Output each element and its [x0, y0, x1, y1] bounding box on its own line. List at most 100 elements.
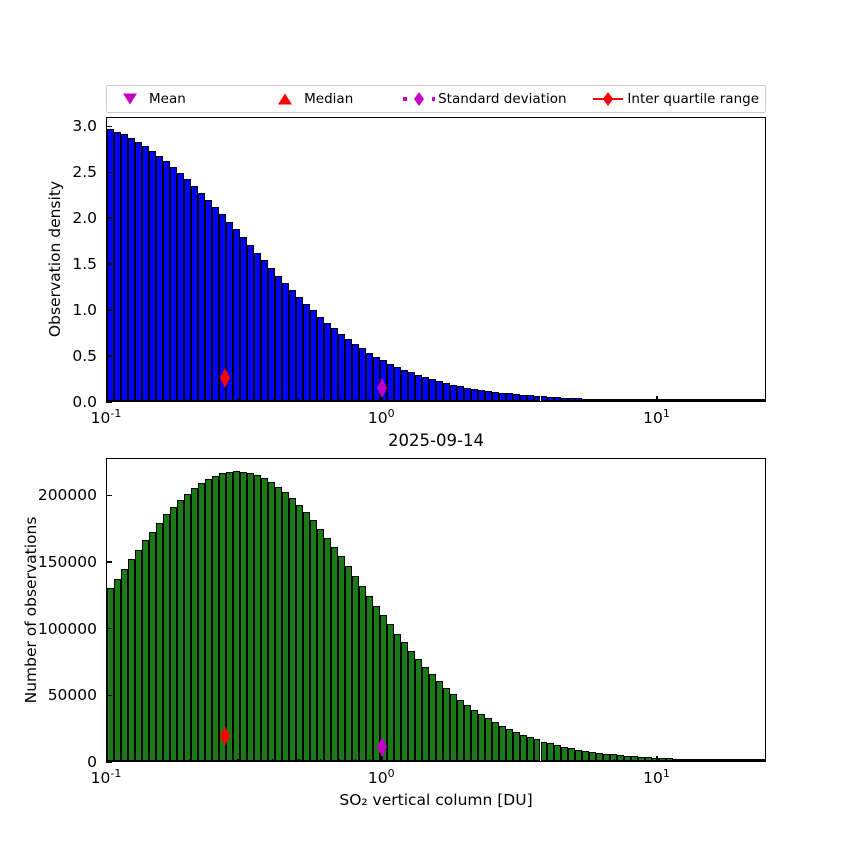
histogram-bar	[197, 192, 205, 401]
x-axis-minor-tick	[546, 398, 549, 402]
histogram-bar	[652, 757, 660, 761]
number-of-observations-plot	[106, 458, 766, 762]
histogram-bar	[302, 512, 310, 761]
y-axis-tick	[106, 628, 112, 630]
histogram-bar	[687, 759, 695, 761]
histogram-bar	[715, 759, 723, 761]
x-axis-minor-tick	[188, 398, 191, 402]
histogram-bar	[596, 398, 604, 401]
histogram-bar	[323, 537, 331, 761]
histogram-bar	[323, 322, 331, 401]
histogram-bar	[211, 475, 219, 761]
histogram-bar	[757, 759, 765, 761]
histogram-bar	[267, 267, 275, 401]
histogram-bar	[246, 244, 254, 401]
histogram-bar	[176, 500, 184, 761]
histogram-bar	[253, 252, 261, 401]
histogram-bar	[484, 718, 492, 761]
x-axis-minor-tick	[512, 758, 514, 762]
histogram-bar	[176, 173, 184, 401]
x-axis-tick	[381, 396, 383, 402]
histogram-bar	[764, 399, 765, 401]
number-of-observations-ylabel: Number of observations	[22, 516, 40, 704]
histogram-bar	[701, 759, 709, 761]
histogram-bar	[155, 523, 163, 761]
inter-quartile-range-marker	[218, 725, 232, 751]
plot-title-date: 2025-09-14	[388, 431, 484, 450]
histogram-bar	[267, 482, 275, 761]
histogram-bar	[456, 699, 464, 761]
x-axis-minor-tick	[354, 398, 356, 402]
histogram-bar	[554, 745, 562, 761]
histogram-bar	[260, 260, 268, 401]
histogram-bar	[631, 756, 639, 761]
histogram-bar	[190, 487, 198, 761]
histogram-bar	[645, 757, 653, 761]
histogram-bar	[421, 667, 429, 761]
histogram-bar	[470, 388, 478, 401]
histogram-bar	[148, 531, 156, 761]
histogram-bar	[463, 387, 471, 401]
x-axis-minor-tick	[338, 398, 340, 402]
histogram-bar	[596, 752, 604, 761]
histogram-bar	[554, 397, 562, 401]
x-axis-minor-tick	[368, 398, 370, 402]
histogram-bar	[764, 759, 765, 761]
histogram-bar	[155, 155, 163, 401]
histogram-bar	[316, 316, 324, 401]
histogram-bar	[463, 705, 471, 761]
histogram-bar	[526, 395, 534, 401]
histogram-bar	[400, 642, 408, 761]
legend-entry-mean: Mean	[113, 90, 268, 108]
histogram-bar	[561, 397, 569, 401]
standard-deviation-marker	[375, 736, 389, 761]
y-axis-tick	[106, 125, 112, 127]
histogram-bar	[477, 389, 485, 401]
histogram-bar	[442, 687, 450, 761]
histogram-bar	[582, 398, 590, 401]
x-axis-minor-tick	[354, 758, 356, 762]
histogram-bar	[309, 310, 317, 401]
histogram-bar	[512, 731, 520, 761]
histogram-bar	[722, 759, 730, 761]
histogram-bar	[435, 381, 443, 401]
histogram-bar	[114, 131, 121, 401]
histogram-bar	[107, 588, 115, 761]
x-axis-minor-tick	[613, 398, 616, 402]
histogram-bar	[295, 505, 303, 761]
histogram-bar	[743, 759, 751, 761]
histogram-bar	[435, 681, 443, 761]
x-axis-minor-tick	[464, 398, 466, 402]
histogram-bar	[169, 167, 177, 401]
histogram-bar	[421, 377, 429, 401]
x-axis-tick-label: 10-1	[90, 767, 122, 788]
histogram-bar	[561, 746, 569, 761]
legend-label-standard-deviation: Standard deviation	[438, 91, 567, 107]
x-axis-minor-tick	[298, 398, 300, 402]
histogram-bar	[337, 556, 345, 761]
histogram-bar	[491, 391, 499, 401]
x-axis-tick-label: 100	[367, 767, 395, 788]
histogram-bar	[128, 559, 136, 761]
histogram-bar	[400, 369, 408, 401]
histogram-bar	[281, 282, 289, 401]
x-axis-minor-tick	[629, 398, 632, 402]
histogram-bar	[575, 398, 583, 401]
histogram-bar	[491, 722, 499, 761]
x-axis-minor-tick	[643, 398, 646, 402]
histogram-bar	[253, 475, 261, 761]
histogram-bar	[568, 397, 576, 401]
histogram-bar	[183, 493, 191, 761]
histogram-bar	[163, 514, 170, 761]
histogram-bar	[526, 737, 534, 761]
histogram-bar	[190, 186, 198, 401]
histogram-bar	[281, 492, 289, 761]
histogram-bar	[617, 755, 625, 761]
histogram-bar	[428, 674, 436, 761]
x-axis-minor-tick	[573, 758, 575, 762]
histogram-bar	[183, 179, 191, 401]
histogram-bar	[757, 399, 765, 401]
histogram-bar	[225, 221, 233, 401]
diamond-line-icon	[591, 90, 625, 108]
histogram-bar	[547, 396, 555, 401]
